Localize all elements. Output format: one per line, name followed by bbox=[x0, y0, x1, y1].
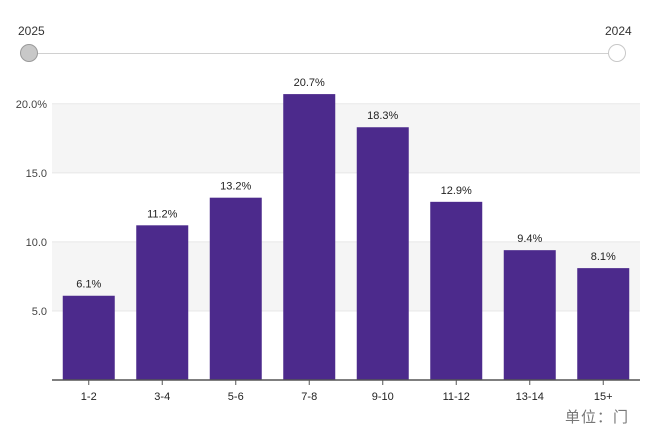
bar[interactable] bbox=[430, 201, 483, 380]
x-tick-label: 3-4 bbox=[154, 391, 170, 403]
y-tick-label: 15.0 bbox=[26, 168, 47, 180]
x-tick-label: 9-10 bbox=[372, 391, 394, 403]
year-slider-handle-start[interactable] bbox=[20, 44, 38, 62]
bar[interactable] bbox=[356, 127, 409, 380]
y-tick-label: 10.0 bbox=[26, 237, 47, 249]
data-label: 20.7% bbox=[294, 77, 325, 89]
grid-band bbox=[52, 103, 640, 173]
data-label: 18.3% bbox=[367, 110, 398, 122]
bar[interactable] bbox=[577, 268, 630, 380]
data-label: 9.4% bbox=[517, 233, 542, 245]
x-tick-label: 15+ bbox=[594, 391, 613, 403]
x-tick-label: 11-12 bbox=[443, 391, 470, 403]
bar[interactable] bbox=[209, 197, 262, 380]
y-tick-label: 20.0% bbox=[16, 99, 47, 111]
y-tick-label: 5.0 bbox=[32, 306, 47, 318]
slider-end-label: 2024 bbox=[605, 24, 632, 38]
bar[interactable] bbox=[62, 295, 115, 380]
year-slider-track[interactable] bbox=[31, 53, 619, 54]
bar[interactable] bbox=[136, 225, 189, 380]
x-tick-label: 7-8 bbox=[301, 391, 317, 403]
bar[interactable] bbox=[283, 94, 336, 380]
year-slider-handle-end[interactable] bbox=[608, 44, 626, 62]
x-tick-label: 13-14 bbox=[516, 391, 544, 403]
slider-start-label: 2025 bbox=[18, 24, 45, 38]
data-label: 13.2% bbox=[220, 181, 251, 193]
data-label: 11.2% bbox=[147, 208, 178, 220]
unit-label: 单位：门 bbox=[565, 408, 630, 426]
bar[interactable] bbox=[503, 250, 556, 380]
data-label: 12.9% bbox=[441, 185, 472, 197]
data-label: 6.1% bbox=[76, 279, 101, 291]
x-tick-label: 5-6 bbox=[228, 391, 244, 403]
x-tick-label: 1-2 bbox=[81, 391, 97, 403]
data-label: 8.1% bbox=[591, 251, 616, 263]
